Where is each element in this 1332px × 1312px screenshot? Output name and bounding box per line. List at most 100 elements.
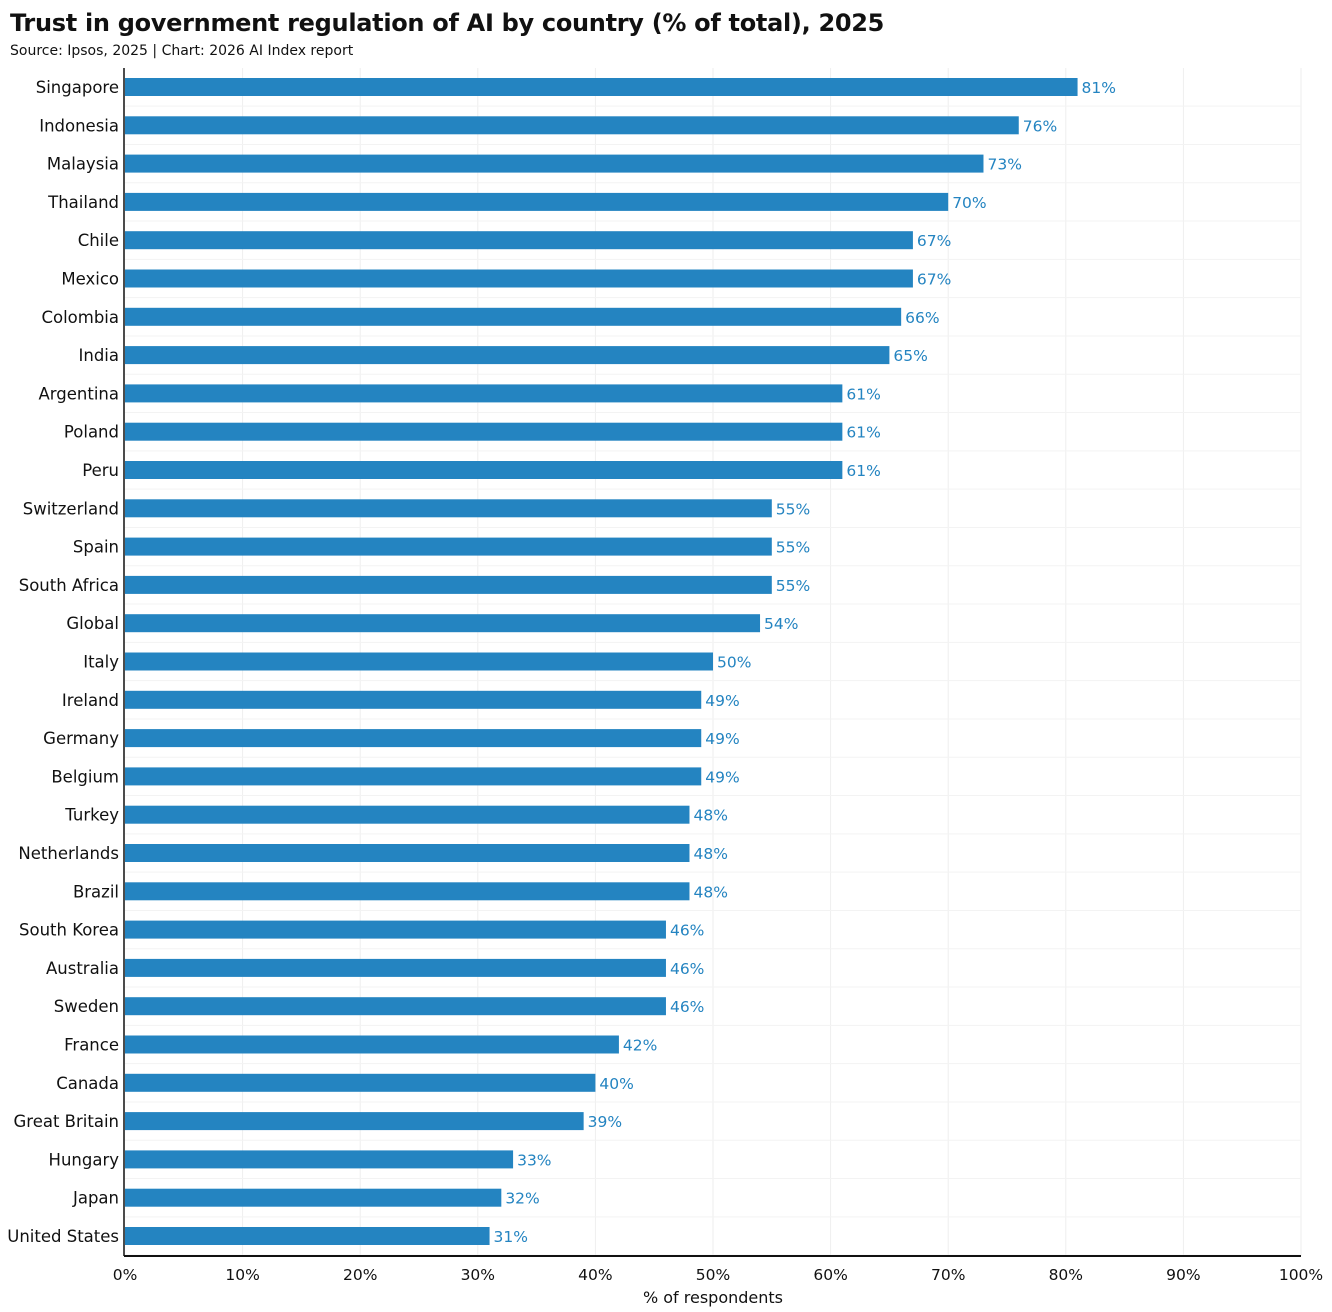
data-label: 48% (693, 845, 727, 863)
x-tick-label: 50% (696, 1266, 730, 1284)
data-label: 48% (693, 883, 727, 901)
bar-south-africa (125, 575, 772, 594)
category-label: Switzerland (23, 499, 119, 518)
data-label: 67% (917, 271, 951, 289)
axes: 0% 10% 20% 30% 40% 50% 60% 70% 80% 90% 100% Singapo… (7, 68, 1323, 1284)
bar-global (125, 614, 761, 633)
category-label: Belgium (51, 767, 119, 786)
x-tick-label: 90% (1166, 1266, 1200, 1284)
data-label: 76% (1023, 117, 1057, 135)
bar-australia (125, 958, 666, 977)
category-label: Colombia (41, 308, 119, 327)
data-label: 33% (517, 1151, 551, 1169)
category-label: France (64, 1036, 119, 1055)
category-label: Hungary (49, 1150, 120, 1169)
category-label: Argentina (39, 384, 120, 403)
bar-singapore (125, 78, 1078, 96)
category-label: Great Britain (14, 1112, 120, 1131)
bar-canada (125, 1073, 596, 1092)
x-tick-label: 10% (225, 1266, 259, 1284)
bar-france (125, 1035, 619, 1054)
category-label: Sweden (54, 997, 119, 1016)
bar-netherlands (125, 844, 690, 862)
data-label: 55% (776, 577, 810, 595)
category-label: India (79, 346, 120, 365)
x-tick-label: 40% (578, 1266, 612, 1284)
data-label: 61% (846, 385, 880, 403)
x-tick-label: 30% (461, 1266, 495, 1284)
category-label: Brazil (73, 882, 119, 901)
bar-united-states (125, 1227, 490, 1245)
data-label: 70% (952, 194, 986, 212)
data-label: 65% (893, 347, 927, 365)
data-label: 50% (717, 654, 751, 672)
x-tick-label: 70% (931, 1266, 965, 1284)
data-label: 46% (670, 960, 704, 978)
bar-south-korea (125, 920, 666, 939)
x-tick-label: 100% (1279, 1266, 1323, 1284)
category-label: Poland (64, 423, 119, 442)
x-tick-label: 20% (343, 1266, 377, 1284)
bar-indonesia (125, 116, 1019, 135)
bar-sweden (125, 997, 666, 1016)
bar-thailand (125, 192, 949, 211)
category-label: Turkey (64, 806, 119, 825)
category-label: Spain (73, 538, 119, 557)
data-label: 49% (705, 730, 739, 748)
category-label: Germany (43, 729, 119, 748)
data-label: 55% (776, 539, 810, 557)
category-label: South Korea (19, 921, 119, 940)
category-label: Italy (83, 653, 119, 672)
data-label: 49% (705, 768, 739, 786)
data-label: 39% (588, 1113, 622, 1131)
category-label: Japan (72, 1189, 119, 1208)
bar-mexico (125, 269, 913, 288)
data-label: 67% (917, 232, 951, 250)
bar-great-britain (125, 1112, 584, 1131)
category-label: Netherlands (18, 844, 119, 863)
chart-title: Trust in government regulation of AI by … (10, 9, 885, 37)
x-tick-label: 60% (813, 1266, 847, 1284)
bar-hungary (125, 1150, 514, 1169)
category-label: United States (7, 1227, 119, 1246)
bars: 81% 76% 73% 70% 67% 67% 66% 65% 61% 61% 61% 55% 55% 5… (125, 78, 1116, 1246)
bar-italy (125, 652, 713, 671)
data-label: 54% (764, 615, 798, 633)
data-label: 49% (705, 692, 739, 710)
bar-belgium (125, 767, 702, 786)
data-label: 32% (505, 1190, 539, 1208)
category-label: Mexico (61, 270, 119, 289)
x-axis-label: % of respondents (643, 1288, 783, 1307)
category-label: Peru (82, 461, 119, 480)
category-label: Malaysia (47, 155, 119, 174)
bar-brazil (125, 882, 690, 901)
data-label: 31% (494, 1228, 528, 1246)
bar-japan (125, 1188, 502, 1207)
category-label: Global (66, 614, 119, 633)
data-label: 66% (905, 309, 939, 327)
data-label: 73% (987, 156, 1021, 174)
bar-ireland (125, 690, 702, 709)
x-tick-label: 80% (1049, 1266, 1083, 1284)
bar-malaysia (125, 154, 984, 173)
data-label: 55% (776, 500, 810, 518)
chart-subtitle: Source: Ipsos, 2025 | Chart: 2026 AI Ind… (10, 43, 354, 59)
data-label: 46% (670, 998, 704, 1016)
bar-india (125, 346, 890, 365)
x-tick-label: 0% (113, 1266, 138, 1284)
data-label: 81% (1082, 79, 1116, 97)
data-label: 48% (693, 807, 727, 825)
bar-colombia (125, 307, 902, 326)
category-label: South Africa (19, 576, 119, 595)
category-label: Thailand (47, 193, 119, 212)
bar-germany (125, 729, 702, 748)
bar-peru (125, 461, 843, 479)
category-label: Chile (78, 231, 119, 250)
bar-chile (125, 231, 913, 250)
bar-turkey (125, 805, 690, 824)
category-label: Canada (56, 1074, 119, 1093)
bar-spain (125, 537, 772, 556)
bar-switzerland (125, 499, 772, 518)
category-label: Ireland (62, 691, 119, 710)
